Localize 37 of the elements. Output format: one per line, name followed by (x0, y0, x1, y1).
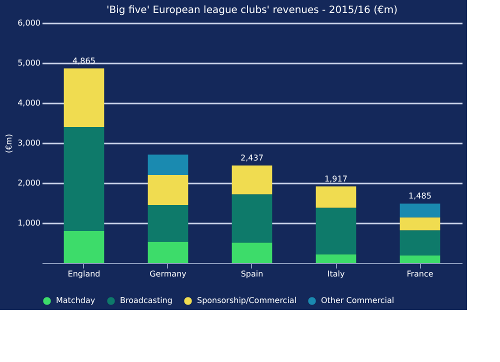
bar (64, 231, 104, 263)
x-tick-label: Italy (327, 270, 345, 278)
legend-label: Other Commercial (321, 296, 394, 305)
legend-label: Broadcasting (120, 296, 172, 305)
bar (316, 254, 356, 263)
y-tick-label: 2,000 (18, 178, 40, 188)
bar (148, 205, 188, 242)
bar (400, 204, 440, 218)
bar (316, 208, 356, 254)
bar (64, 68, 104, 127)
y-tick-label: 3,000 (18, 138, 40, 148)
bar (148, 175, 188, 205)
bar (232, 166, 272, 194)
bar (400, 217, 440, 230)
x-tick-label: France (406, 270, 434, 278)
total-label: 2,437 (240, 154, 264, 163)
bar (232, 194, 272, 243)
y-tick-label: 4,000 (18, 98, 40, 108)
y-tick-label: 5,000 (18, 58, 40, 68)
bar (64, 127, 104, 231)
bar (400, 255, 440, 263)
bar (148, 242, 188, 263)
y-axis-title: (€m) (4, 134, 14, 154)
bar (148, 154, 188, 175)
bar (232, 242, 272, 263)
chart-title: 'Big five' European league clubs' revenues - 2015/16 (€m) (106, 5, 398, 16)
bar (316, 186, 356, 208)
legend-label: Sponsorship/Commercial (197, 296, 297, 305)
total-label: 1,485 (408, 192, 432, 201)
x-tick-label: England (68, 270, 100, 278)
bar (400, 230, 440, 256)
total-label: 1,917 (324, 174, 348, 184)
y-tick-label: 6,000 (18, 18, 40, 28)
legend-label: Matchday (56, 296, 96, 305)
x-tick-label: Germany (150, 270, 187, 278)
y-tick-label: 1,000 (18, 218, 40, 228)
x-tick-label: Spain (240, 270, 264, 278)
